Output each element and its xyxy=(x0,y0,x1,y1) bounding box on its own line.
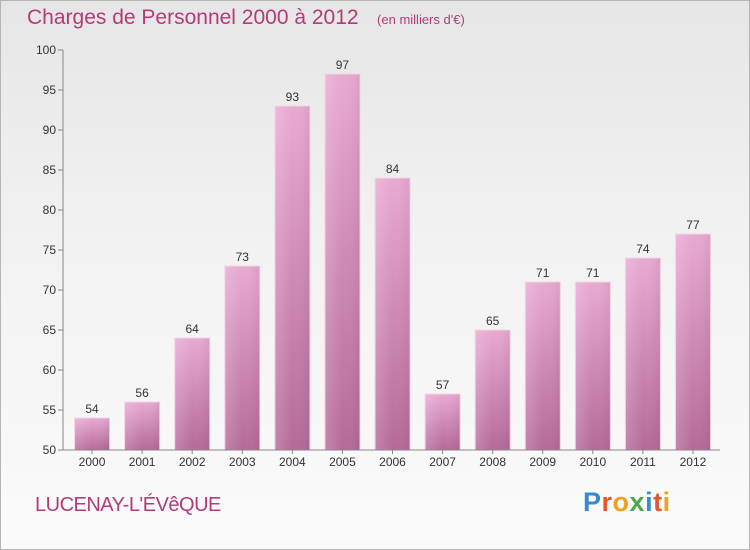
y-tick-label: 80 xyxy=(43,203,57,217)
logo-letter: r xyxy=(601,487,613,517)
commune-name: LUCENAY-L'ÉVêQUE xyxy=(35,494,221,516)
x-tick-label-2004: 2004 xyxy=(279,455,306,469)
y-tick-label: 50 xyxy=(43,443,57,457)
y-tick-label: 60 xyxy=(43,363,57,377)
y-tick-label: 85 xyxy=(43,163,57,177)
y-tick-label: 90 xyxy=(43,123,57,137)
bar-shade-2011 xyxy=(625,258,661,450)
data-label-2009: 71 xyxy=(536,266,550,280)
bar-shade-2006 xyxy=(375,178,410,450)
x-tick-label-2011: 2011 xyxy=(630,455,656,469)
y-tick-label: 70 xyxy=(43,283,57,297)
data-label-2001: 56 xyxy=(135,386,149,400)
x-tick-label-2000: 2000 xyxy=(79,455,106,469)
x-tick-label-2006: 2006 xyxy=(379,455,406,469)
bars: 54 56 64 73 93 97 84 57 65 71 71 74 77 xyxy=(74,58,711,451)
x-tick-label-2005: 2005 xyxy=(329,455,356,469)
x-tick-label-2003: 2003 xyxy=(229,455,256,469)
bar-shade-2005 xyxy=(324,74,360,450)
data-label-2002: 64 xyxy=(186,322,200,336)
y-tick-label: 75 xyxy=(43,243,57,257)
logo-letter: o xyxy=(612,487,630,517)
bar-shade-2009 xyxy=(525,282,561,450)
data-label-2003: 73 xyxy=(236,250,250,264)
bar-shade-2012 xyxy=(675,234,711,450)
logo-letter: x xyxy=(629,487,646,517)
data-label-2007: 57 xyxy=(436,378,450,392)
bar-shade-2003 xyxy=(224,266,260,450)
bar-shade-2008 xyxy=(475,330,511,450)
bar-shade-2002 xyxy=(174,338,210,450)
bar-shade-2004 xyxy=(274,106,310,450)
x-tick-label-2010: 2010 xyxy=(579,455,606,469)
x-tick-label-2012: 2012 xyxy=(680,455,707,469)
x-tick-label-2007: 2007 xyxy=(429,455,456,469)
logo-letter: t xyxy=(653,487,663,517)
x-tick-label-2008: 2008 xyxy=(479,455,506,469)
bar-shade-2007 xyxy=(425,394,461,450)
proxiti-logo: Proxiti xyxy=(583,487,671,518)
bar-shade-2000 xyxy=(74,418,110,450)
x-axis: 2000 2001 2002 2003 2004 2005 2006 2007 2008 2009… xyxy=(63,449,720,469)
data-label-2004: 93 xyxy=(286,90,300,104)
y-tick-label: 55 xyxy=(43,403,57,417)
data-label-2010: 71 xyxy=(586,266,600,280)
y-tick-label: 65 xyxy=(43,323,57,337)
bar-shade-2001 xyxy=(124,402,160,450)
data-label-2005: 97 xyxy=(336,58,350,72)
y-tick-label: 100 xyxy=(36,43,56,57)
y-tick-label: 95 xyxy=(43,83,57,97)
y-axis: 50 55 60 65 70 75 80 85 90 95 100 xyxy=(36,43,64,457)
chart-header: Charges de Personnel 2000 à 2012 (en mil… xyxy=(27,6,465,30)
logo-letter: P xyxy=(583,487,602,517)
x-tick-label-2002: 2002 xyxy=(179,455,206,469)
data-label-2006: 84 xyxy=(386,162,400,176)
data-label-2000: 54 xyxy=(85,402,99,416)
data-label-2008: 65 xyxy=(486,314,500,328)
data-label-2011: 74 xyxy=(636,242,650,256)
data-label-2012: 77 xyxy=(686,218,700,232)
chart-subtitle: (en milliers d'€) xyxy=(377,12,465,27)
chart-title: Charges de Personnel 2000 à 2012 xyxy=(27,6,359,29)
bar-shade-2010 xyxy=(575,282,611,450)
logo-letter: i xyxy=(645,487,654,517)
x-tick-label-2009: 2009 xyxy=(529,455,556,469)
logo-letter: i xyxy=(662,487,671,517)
x-tick-label-2001: 2001 xyxy=(129,455,156,469)
